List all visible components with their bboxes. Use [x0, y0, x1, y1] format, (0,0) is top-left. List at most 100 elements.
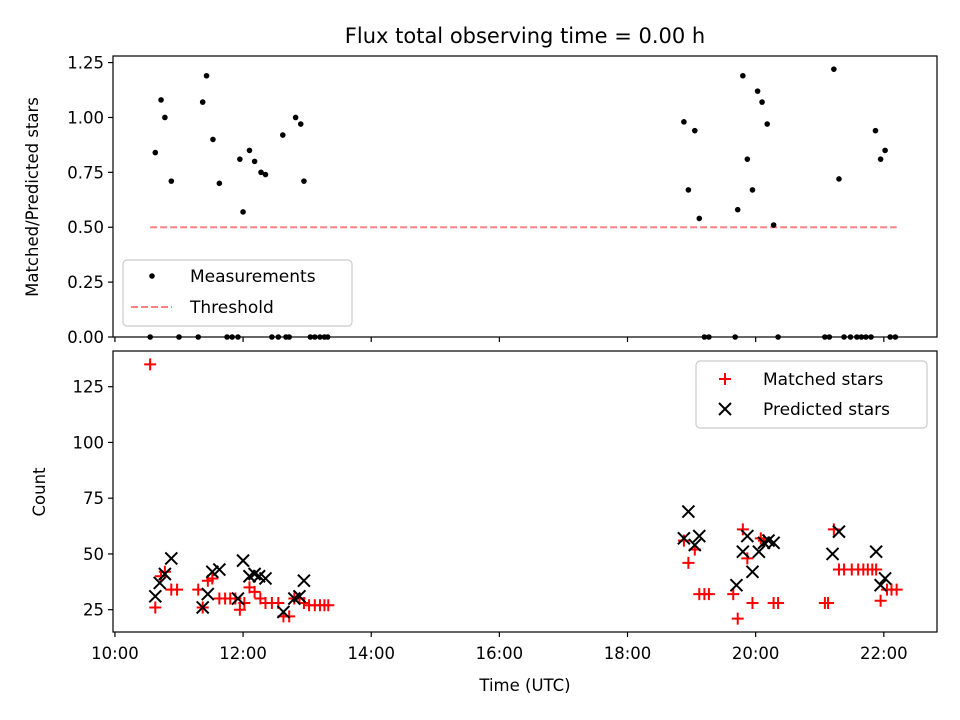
- predicted-star-point: [276, 605, 291, 619]
- bottom-panel-xlabel: Time (UTC): [478, 676, 570, 695]
- top-legend-box: [122, 259, 353, 327]
- predicted-star-point: [212, 562, 227, 577]
- legend-predicted-marker: [718, 402, 732, 416]
- predicted-star-point: [878, 571, 892, 586]
- measurement-point: [734, 206, 741, 213]
- x-tick-label: 14:00: [347, 644, 395, 663]
- measurement-point: [836, 176, 842, 182]
- predicted-star-point: [681, 504, 696, 519]
- measurement-point: [251, 158, 258, 165]
- top-y-tick-label: 1.25: [67, 54, 104, 73]
- legend-predicted-label: Predicted stars: [763, 400, 890, 420]
- x-tick-label: 16:00: [476, 644, 524, 663]
- predicted-star-point: [201, 587, 215, 601]
- matched-star-point: [144, 358, 157, 371]
- top-y-tick-label: 1.00: [67, 108, 104, 127]
- measurement-point: [158, 97, 164, 103]
- legend-threshold-label: Threshold: [189, 298, 274, 318]
- legend-measurements-marker: [149, 273, 155, 279]
- predicted-star-point: [692, 529, 706, 543]
- measurement-point: [246, 147, 253, 154]
- predicted-star-point: [832, 524, 846, 539]
- x-tick-label: 10:00: [91, 644, 139, 663]
- measurement-point: [691, 127, 698, 134]
- matched-star-point: [206, 572, 219, 585]
- matched-star-point: [746, 597, 759, 610]
- measurement-point: [199, 99, 206, 105]
- measurement-point: [279, 132, 286, 138]
- matched-star-point: [870, 563, 883, 576]
- measurement-point: [759, 99, 765, 105]
- bottom-panel: 10:00 12:00 14:00 16:00 18:00 20:00 22:00 25 50 7…: [30, 350, 938, 695]
- bottom-y-tick-label: 25: [83, 601, 104, 620]
- measurement-point: [744, 156, 751, 162]
- measurement-point: [152, 149, 159, 156]
- bottom-panel-ylabel: Count: [30, 467, 49, 517]
- predicted-star-point: [736, 545, 750, 559]
- measurement-point: [297, 121, 304, 127]
- top-panel-axes: 0.00 0.25 0.50 0.75 1.00 1.25: [67, 54, 885, 347]
- matched-star-point: [702, 588, 715, 601]
- measurement-point: [872, 127, 879, 134]
- bottom-y-tick-label: 100: [73, 433, 105, 452]
- measurement-point: [749, 187, 756, 193]
- matched-star-point: [248, 585, 261, 598]
- legend-matched-label: Matched stars: [763, 370, 883, 390]
- bottom-panel-marks: [144, 358, 903, 625]
- matched-star-point: [322, 599, 335, 612]
- matched-star-point: [727, 588, 740, 601]
- measurement-point: [831, 66, 837, 72]
- predicted-star-point: [236, 553, 250, 568]
- matched-star-point: [238, 597, 251, 610]
- matched-star-point: [741, 552, 754, 565]
- measurement-point: [685, 187, 692, 193]
- matched-star-point: [874, 594, 887, 607]
- measurement-point: [258, 169, 264, 176]
- measurement-point: [162, 114, 168, 121]
- predicted-star-point: [292, 589, 307, 604]
- matched-star-point: [731, 612, 744, 625]
- matched-star-point: [736, 523, 749, 536]
- matched-star-point: [677, 534, 690, 547]
- matched-star-point: [229, 592, 242, 605]
- predicted-star-point: [158, 567, 172, 581]
- matched-star-point: [233, 603, 246, 616]
- measurement-point: [681, 119, 687, 125]
- legend-measurements-label: Measurements: [190, 267, 316, 287]
- measurement-point: [301, 178, 307, 184]
- bottom-legend: Matched stars Predicted stars: [695, 360, 928, 429]
- x-tick-label: 22:00: [860, 644, 908, 663]
- bottom-y-tick-label: 75: [83, 489, 104, 508]
- predicted-star-point: [825, 547, 840, 561]
- predicted-star-point: [297, 573, 311, 588]
- measurement-point: [262, 171, 269, 178]
- top-y-tick-label: 0.00: [67, 328, 104, 347]
- bottom-y-tick-label: 50: [83, 545, 104, 564]
- predicted-star-point: [688, 538, 702, 552]
- matched-star-point: [890, 583, 903, 596]
- predicted-star-point: [153, 576, 167, 590]
- predicted-star-point: [258, 571, 273, 586]
- predicted-star-point: [195, 600, 210, 615]
- measurement-point: [216, 180, 223, 187]
- x-tick-label: 20:00: [732, 644, 780, 663]
- predicted-star-point: [873, 578, 888, 592]
- measurement-point: [882, 147, 888, 154]
- measurement-point: [210, 136, 216, 143]
- matched-star-point: [822, 597, 835, 610]
- top-panel-frame: [112, 55, 938, 338]
- predicted-star-point: [164, 551, 179, 566]
- matched-star-point: [772, 597, 785, 610]
- matched-star-point: [158, 565, 171, 578]
- measurement-point: [240, 209, 246, 215]
- measurement-point: [168, 178, 175, 184]
- predicted-star-point: [148, 589, 162, 604]
- top-legend: Measurements Threshold: [122, 259, 353, 327]
- bottom-panel-frame: [112, 350, 938, 633]
- measurement-point: [770, 222, 777, 228]
- chart-title: Flux total observing time = 0.00 h: [345, 24, 705, 48]
- predicted-star-point: [745, 565, 760, 579]
- predicted-star-point: [740, 529, 755, 543]
- top-panel-ylabel: Matched/Predicted stars: [23, 97, 42, 297]
